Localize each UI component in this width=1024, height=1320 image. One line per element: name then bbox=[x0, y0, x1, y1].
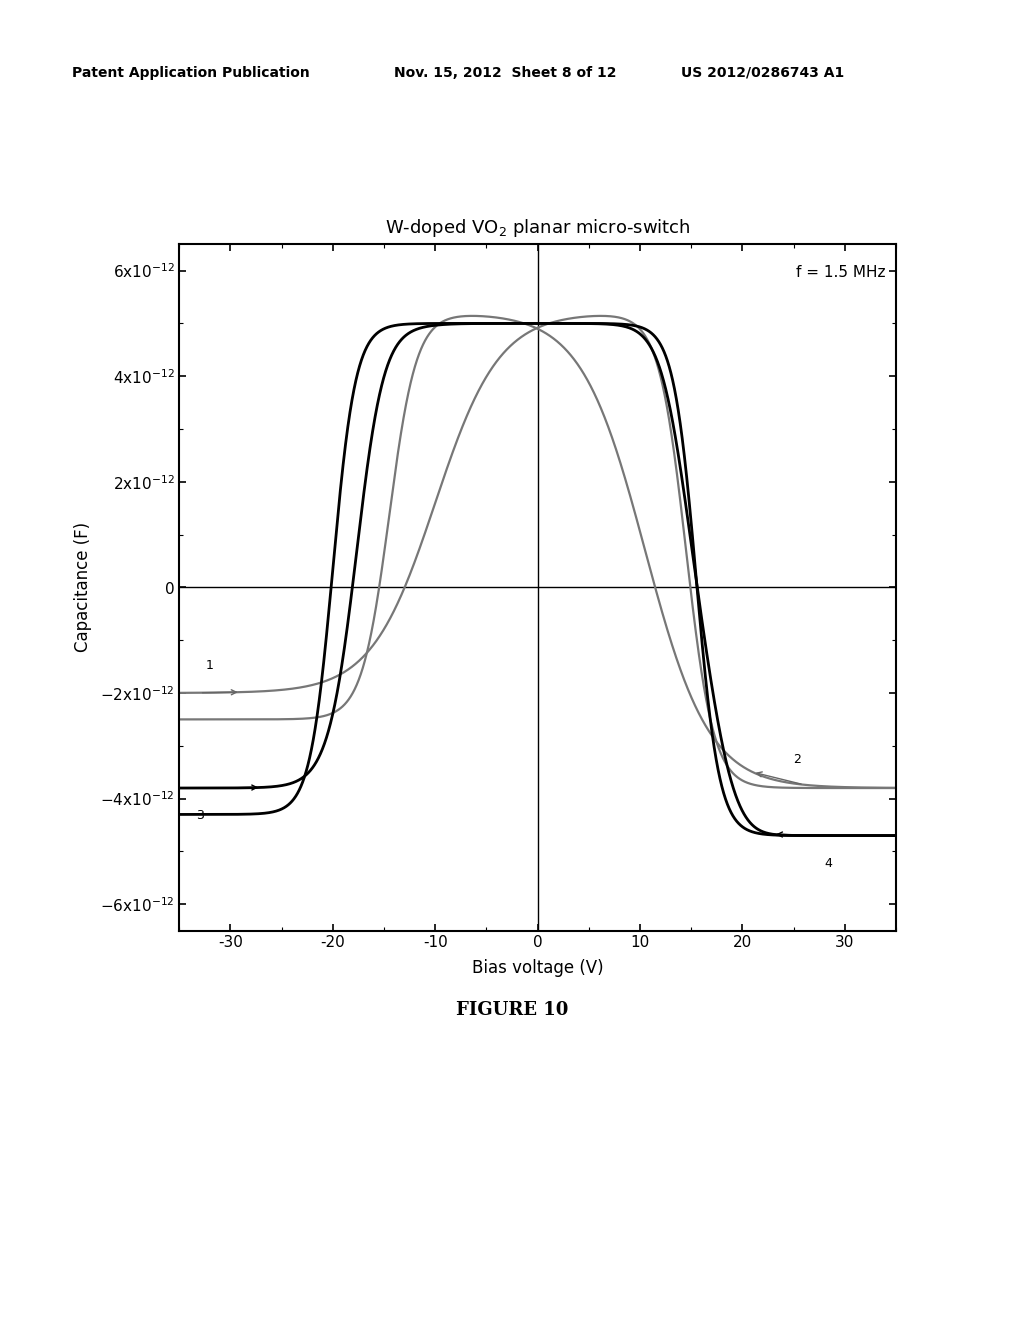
Y-axis label: Capacitance (F): Capacitance (F) bbox=[74, 523, 91, 652]
Text: 3: 3 bbox=[196, 809, 204, 822]
Title: W-doped VO$_2$ planar micro-switch: W-doped VO$_2$ planar micro-switch bbox=[385, 216, 690, 239]
X-axis label: Bias voltage (V): Bias voltage (V) bbox=[472, 958, 603, 977]
Text: FIGURE 10: FIGURE 10 bbox=[456, 1001, 568, 1019]
Text: US 2012/0286743 A1: US 2012/0286743 A1 bbox=[681, 66, 844, 79]
Text: Patent Application Publication: Patent Application Publication bbox=[72, 66, 309, 79]
Text: f = 1.5 MHz: f = 1.5 MHz bbox=[796, 265, 885, 280]
Text: 1: 1 bbox=[206, 659, 214, 672]
Text: Nov. 15, 2012  Sheet 8 of 12: Nov. 15, 2012 Sheet 8 of 12 bbox=[394, 66, 616, 79]
Text: 4: 4 bbox=[824, 857, 833, 870]
Text: 2: 2 bbox=[794, 752, 802, 766]
